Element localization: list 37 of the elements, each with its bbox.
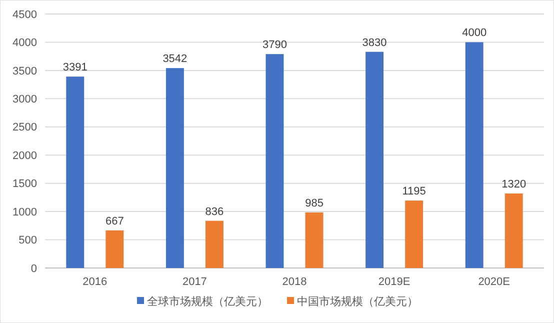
bar	[465, 42, 484, 268]
data-label: 667	[105, 215, 124, 228]
y-tick-label: 3000	[12, 94, 37, 106]
y-tick-label: 4000	[12, 37, 37, 50]
x-tick-label: 2018	[282, 276, 307, 288]
data-label: 985	[305, 197, 324, 210]
bar	[66, 76, 84, 268]
data-label: 3830	[362, 36, 387, 49]
data-label: 3391	[62, 62, 88, 74]
bar	[266, 54, 284, 268]
y-tick-label: 500	[18, 234, 37, 247]
x-tick-label: 2017	[182, 276, 207, 288]
bar	[405, 200, 424, 268]
data-label: 1320	[502, 178, 526, 190]
y-tick-label: 1000	[12, 206, 37, 218]
data-label: 3542	[162, 53, 188, 66]
y-tick-label: 2500	[12, 122, 37, 134]
y-tick-label: 2000	[12, 150, 37, 162]
data-label: 4000	[462, 27, 487, 40]
bar	[366, 52, 384, 268]
bar	[504, 193, 523, 268]
data-label: 1195	[402, 186, 426, 198]
bar	[106, 230, 124, 268]
legend-label: 全球市场规模（亿美元）	[147, 294, 268, 308]
y-tick-label: 4500	[12, 8, 37, 21]
y-tick-label: 0	[30, 262, 37, 275]
x-tick-label: 2020E	[478, 276, 510, 288]
data-label: 3790	[262, 39, 287, 52]
x-tick-label: 2016	[82, 276, 108, 288]
y-tick-label: 3500	[12, 65, 37, 78]
bar	[205, 220, 224, 268]
data-label: 836	[205, 206, 224, 218]
x-tick-label: 2019E	[378, 276, 410, 288]
y-tick-label: 1500	[12, 178, 37, 190]
bar	[166, 68, 184, 268]
legend-label: 中国市场规模（亿美元）	[297, 294, 418, 308]
bar	[305, 212, 324, 268]
